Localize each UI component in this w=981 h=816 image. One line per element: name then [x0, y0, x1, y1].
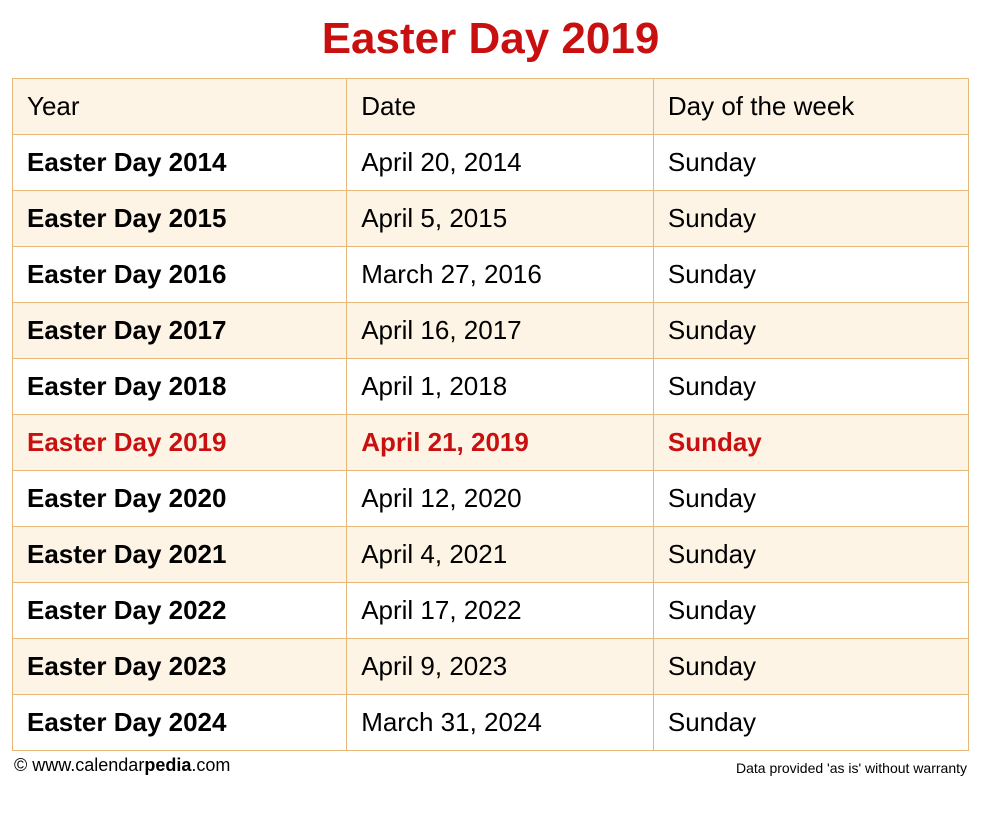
cell-date: April 9, 2023 — [347, 639, 654, 695]
disclaimer: Data provided 'as is' without warranty — [736, 760, 967, 776]
cell-year: Easter Day 2021 — [13, 527, 347, 583]
cell-day: Sunday — [653, 135, 968, 191]
col-day: Day of the week — [653, 79, 968, 135]
cell-date: April 12, 2020 — [347, 471, 654, 527]
cell-date: April 21, 2019 — [347, 415, 654, 471]
cell-year: Easter Day 2017 — [13, 303, 347, 359]
cell-year: Easter Day 2014 — [13, 135, 347, 191]
cell-year: Easter Day 2018 — [13, 359, 347, 415]
cell-year: Easter Day 2023 — [13, 639, 347, 695]
cell-day: Sunday — [653, 359, 968, 415]
footer: © www.calendarpedia.com Data provided 'a… — [12, 751, 969, 782]
page-title: Easter Day 2019 — [12, 14, 969, 64]
cell-date: April 1, 2018 — [347, 359, 654, 415]
cell-year: Easter Day 2022 — [13, 583, 347, 639]
cell-day: Sunday — [653, 247, 968, 303]
table-row: Easter Day 2020April 12, 2020Sunday — [13, 471, 969, 527]
page-container: Easter Day 2019 Year Date Day of the wee… — [0, 0, 981, 782]
table-row: Easter Day 2015April 5, 2015Sunday — [13, 191, 969, 247]
table-row: Easter Day 2019April 21, 2019Sunday — [13, 415, 969, 471]
cell-date: April 17, 2022 — [347, 583, 654, 639]
col-year: Year — [13, 79, 347, 135]
cell-date: April 4, 2021 — [347, 527, 654, 583]
cell-day: Sunday — [653, 583, 968, 639]
cell-year: Easter Day 2015 — [13, 191, 347, 247]
table-row: Easter Day 2014April 20, 2014Sunday — [13, 135, 969, 191]
copyright-prefix: © www.calendar — [14, 755, 144, 775]
cell-date: March 31, 2024 — [347, 695, 654, 751]
cell-year: Easter Day 2020 — [13, 471, 347, 527]
table-row: Easter Day 2017April 16, 2017Sunday — [13, 303, 969, 359]
cell-day: Sunday — [653, 415, 968, 471]
table-row: Easter Day 2022April 17, 2022Sunday — [13, 583, 969, 639]
cell-day: Sunday — [653, 695, 968, 751]
cell-day: Sunday — [653, 471, 968, 527]
cell-day: Sunday — [653, 191, 968, 247]
table-row: Easter Day 2021April 4, 2021Sunday — [13, 527, 969, 583]
cell-year: Easter Day 2016 — [13, 247, 347, 303]
copyright-bold: pedia — [144, 755, 191, 775]
cell-year: Easter Day 2024 — [13, 695, 347, 751]
cell-day: Sunday — [653, 303, 968, 359]
table-body: Easter Day 2014April 20, 2014SundayEaste… — [13, 135, 969, 751]
copyright-suffix: .com — [191, 755, 230, 775]
cell-year: Easter Day 2019 — [13, 415, 347, 471]
table-header-row: Year Date Day of the week — [13, 79, 969, 135]
cell-day: Sunday — [653, 527, 968, 583]
copyright: © www.calendarpedia.com — [14, 755, 230, 776]
cell-date: March 27, 2016 — [347, 247, 654, 303]
cell-day: Sunday — [653, 639, 968, 695]
cell-date: April 5, 2015 — [347, 191, 654, 247]
table-row: Easter Day 2016March 27, 2016Sunday — [13, 247, 969, 303]
table-row: Easter Day 2018April 1, 2018Sunday — [13, 359, 969, 415]
table-row: Easter Day 2023April 9, 2023Sunday — [13, 639, 969, 695]
easter-dates-table: Year Date Day of the week Easter Day 201… — [12, 78, 969, 751]
col-date: Date — [347, 79, 654, 135]
table-row: Easter Day 2024March 31, 2024Sunday — [13, 695, 969, 751]
cell-date: April 16, 2017 — [347, 303, 654, 359]
cell-date: April 20, 2014 — [347, 135, 654, 191]
